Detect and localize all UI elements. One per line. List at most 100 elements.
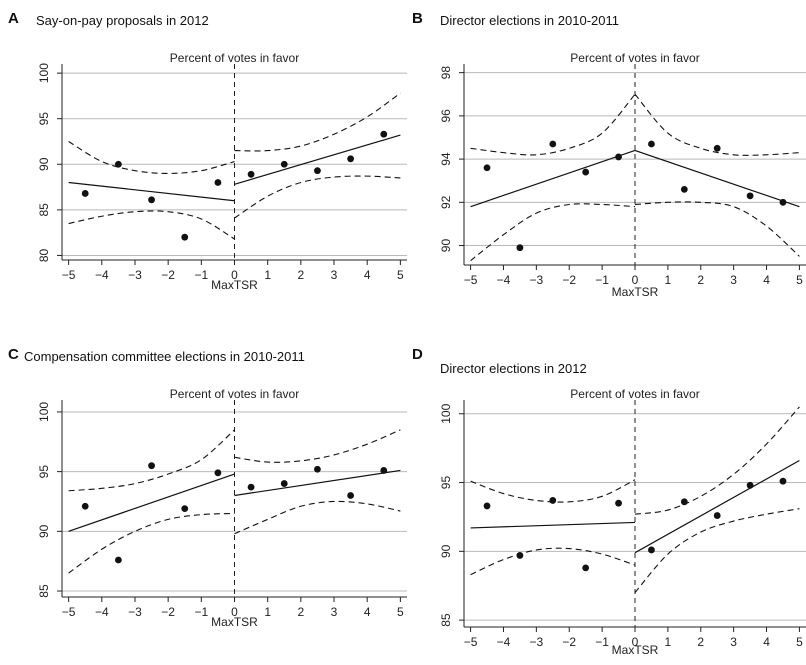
panel-c-x-tick-label: −2 xyxy=(161,605,175,619)
panel-a-x-axis-label: MaxTSR xyxy=(211,278,258,292)
panel-a-data-point xyxy=(380,130,388,138)
panel-b-title: Director elections in 2010-2011 xyxy=(440,13,619,28)
panel-a-x-tick-label: 4 xyxy=(364,268,371,282)
panel-a-x-tick-label: 0 xyxy=(231,268,238,282)
panel-d-fit-left-line xyxy=(470,521,636,529)
panel-d-x-tick-label: −2 xyxy=(562,635,576,649)
panel-c-fit-right-line xyxy=(234,469,401,497)
panel-a-data-point xyxy=(280,160,288,168)
panel-a-x-tick-label: −2 xyxy=(161,268,175,282)
panel-a-y-tick-label: 90 xyxy=(37,157,51,171)
panel-a-x-tick-label: 5 xyxy=(397,268,404,282)
panel-a-x-tick-label: −5 xyxy=(62,268,76,282)
panel-d-letter: D xyxy=(412,346,423,363)
panel-d-ci-right-lower-band xyxy=(634,508,800,593)
panel-a-x-tick-label: −3 xyxy=(128,268,142,282)
panel-c-letter: C xyxy=(8,346,19,363)
panel-d-data-point xyxy=(483,502,491,510)
panel-c-x-tick-label: 3 xyxy=(331,605,338,619)
panel-d-data-point xyxy=(680,498,688,506)
panel-a-data-point xyxy=(114,160,122,168)
panel-c-x-tick-label: −5 xyxy=(62,605,76,619)
panel-d-y-tick-label: 85 xyxy=(439,613,453,627)
panel-a-y-tick-label: 100 xyxy=(37,63,51,83)
panel-a-x-tick-label: 2 xyxy=(298,268,305,282)
panel-d-x-tick-label: 5 xyxy=(796,635,803,649)
panel-a-ci-right-lower-band xyxy=(234,175,401,219)
panel-c-title: Compensation committee elections in 2010… xyxy=(24,349,305,364)
panel-c-ci-right-lower-band xyxy=(234,500,401,535)
panel-a-fit-left-line xyxy=(68,181,235,202)
panel-b-x-axis-label: MaxTSR xyxy=(612,285,659,299)
panel-d-y-tick-label: 90 xyxy=(439,544,453,558)
panel-c-y-tick-label: 90 xyxy=(37,524,51,538)
panel-c-ci-left-lower-band xyxy=(68,512,235,574)
panel-d-data-point xyxy=(648,546,655,554)
panel-a-fit-right-line xyxy=(234,134,401,185)
panel-b-x-tick-label: 0 xyxy=(632,273,639,287)
panel-a-x-tick-label: −1 xyxy=(194,268,208,282)
panel-c-plot-label: Percent of votes in favor xyxy=(170,387,299,401)
panel-b-x-tick-label: 5 xyxy=(796,273,803,287)
panel-b-ci-right-lower-band xyxy=(634,201,800,257)
panel-c-data-point xyxy=(114,556,122,564)
panel-c-fit-left-line xyxy=(68,473,235,532)
panel-a-y-tick-label: 85 xyxy=(37,203,51,217)
panel-b-x-tick-label: 2 xyxy=(697,273,704,287)
panel-c-x-tick-label: 4 xyxy=(364,605,371,619)
panel-d-data-point xyxy=(582,564,590,572)
panel-a-title: Say-on-pay proposals in 2012 xyxy=(36,13,209,28)
panel-a-ci-left-lower-band xyxy=(68,210,235,240)
panel-d-x-tick-label: 2 xyxy=(697,635,704,649)
panel-d-data-point xyxy=(713,512,721,519)
panel-a-y-tick-label: 80 xyxy=(37,248,51,262)
panel-a-data-point xyxy=(314,167,321,175)
panel-c-data-point xyxy=(314,465,321,473)
panel-d-x-tick-label: 0 xyxy=(632,635,639,649)
panel-d-data-point xyxy=(516,552,524,559)
panel-b-data-point xyxy=(483,164,491,172)
panel-d-fit-right-line xyxy=(634,460,800,554)
panel-c-data-point xyxy=(214,469,222,477)
panel-b-y-tick-label: 98 xyxy=(439,66,453,80)
panel-d-x-tick-label: −3 xyxy=(530,635,544,649)
panel-c-y-tick-label: 100 xyxy=(37,402,51,422)
panel-b-letter: B xyxy=(412,10,423,27)
panel-d-x-tick-label: −1 xyxy=(595,635,609,649)
panel-b-x-tick-label: −4 xyxy=(497,273,511,287)
panel-d-title: Director elections in 2012 xyxy=(440,361,587,376)
panel-b-data-point xyxy=(746,192,754,200)
panel-b-data-point xyxy=(779,198,787,206)
panel-a-plot-label: Percent of votes in favor xyxy=(170,51,299,65)
panel-b-x-tick-label: 3 xyxy=(730,273,737,287)
panel-b-data-point xyxy=(648,140,655,148)
panel-a-ci-left-upper-band xyxy=(68,141,235,174)
panel-a-data-point xyxy=(214,179,222,186)
panel-d-data-point xyxy=(746,481,754,489)
panel-b-plot-label: Percent of votes in favor xyxy=(570,51,699,65)
panel-d-y-tick-label: 100 xyxy=(439,403,453,423)
panel-d-data-point xyxy=(779,477,787,485)
panel-b-y-tick-label: 94 xyxy=(439,152,453,166)
panel-a-data-point xyxy=(148,196,155,204)
panel-a-ci-right-upper-band xyxy=(234,92,401,152)
panel-b-ci-left-lower-band xyxy=(470,203,636,262)
panel-d-x-axis-label: MaxTSR xyxy=(612,643,659,657)
panel-b-fit-right-line xyxy=(634,149,800,208)
panel-b-x-tick-label: −1 xyxy=(595,273,609,287)
panel-c-data-point xyxy=(148,462,155,470)
panel-b-x-tick-label: 4 xyxy=(763,273,770,287)
panel-b-data-point xyxy=(516,244,524,252)
panel-b-data-point xyxy=(713,144,721,152)
panel-c-x-tick-label: 1 xyxy=(264,605,271,619)
panel-b-y-tick-label: 90 xyxy=(439,239,453,253)
panel-a-data-point xyxy=(181,233,189,241)
panel-b-x-tick-label: −2 xyxy=(562,273,576,287)
panel-d-plot-label: Percent of votes in favor xyxy=(570,387,699,401)
panel-d-data-point xyxy=(549,497,557,504)
panel-b-x-tick-label: 1 xyxy=(665,273,672,287)
panel-c-x-tick-label: 2 xyxy=(298,605,305,619)
panel-c-data-point xyxy=(280,480,288,487)
panel-d-x-tick-label: −5 xyxy=(464,635,478,649)
panel-b-x-tick-label: −3 xyxy=(530,273,544,287)
